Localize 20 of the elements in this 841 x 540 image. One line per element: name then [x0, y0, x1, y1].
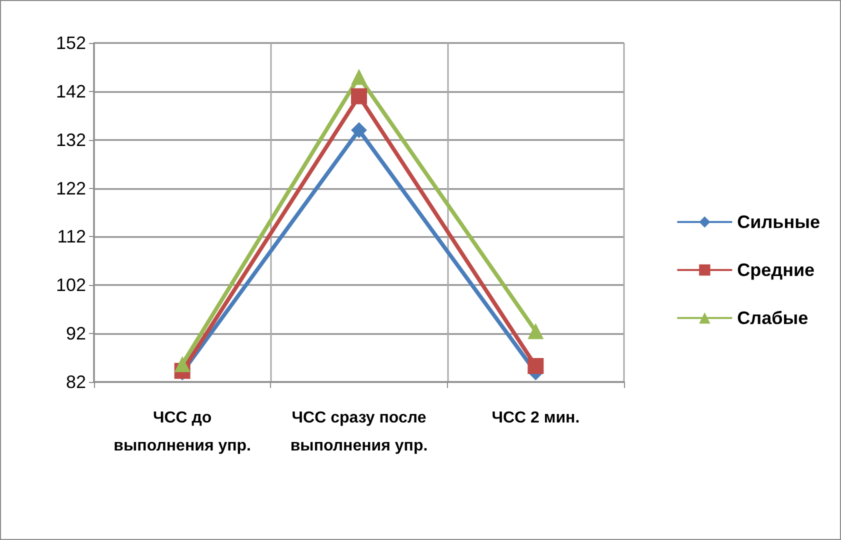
legend-label: Средние — [737, 260, 815, 280]
y-tick-label: 82 — [66, 372, 86, 392]
x-tick-label: ЧСС сразу после выполнения упр. — [290, 410, 428, 454]
y-tick-label: 102 — [56, 275, 86, 296]
y-tick-label: 132 — [56, 130, 86, 150]
legend-label: Слабые — [737, 308, 808, 328]
y-tick-label: 112 — [57, 226, 86, 247]
point — [174, 356, 190, 372]
point — [351, 68, 367, 85]
point — [351, 88, 367, 104]
legend-label: Сильные — [737, 212, 820, 232]
point — [528, 323, 544, 340]
point — [351, 122, 367, 138]
y-tick-label: 92 — [66, 324, 86, 344]
x-tick-label: ЧСС 2 мин. — [492, 410, 580, 426]
y-tick-label: 122 — [56, 178, 86, 198]
y-tick-label: 152 — [56, 33, 86, 53]
y-tick-label: 142 — [56, 81, 86, 102]
point — [528, 358, 544, 374]
x-tick-label: ЧСС до выполнения упр. — [114, 410, 251, 454]
